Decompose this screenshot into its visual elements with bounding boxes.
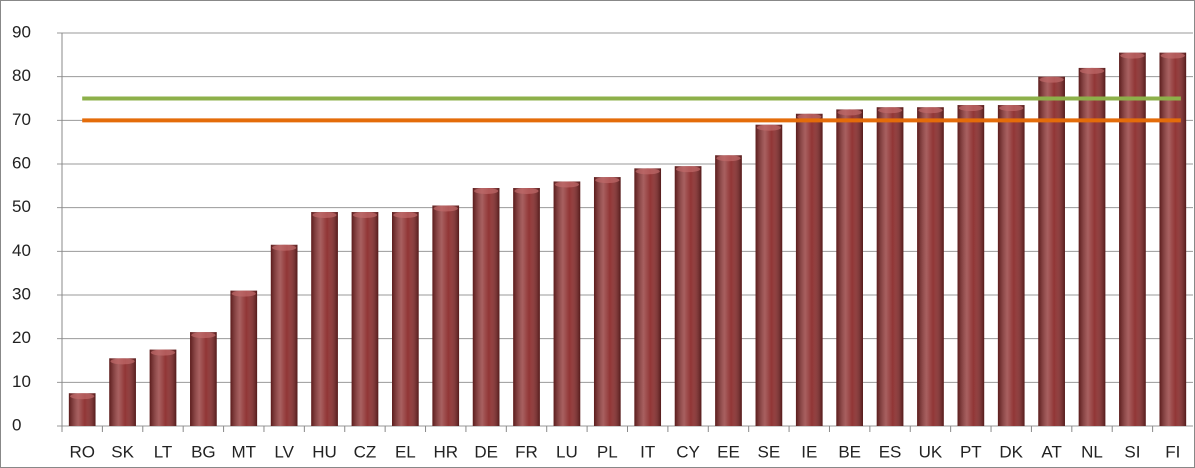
x-tick-label: EE <box>717 442 740 461</box>
bar-cap <box>474 188 499 195</box>
x-tick-label: LT <box>154 442 173 461</box>
bar-cap <box>1079 67 1105 74</box>
bar-shade <box>876 107 904 426</box>
bar-cap <box>877 107 903 114</box>
bar-cap <box>191 332 216 339</box>
bar-shade <box>513 188 540 426</box>
bar-cap <box>110 358 135 365</box>
bar-cap <box>635 168 660 175</box>
y-tick-label: 60 <box>12 153 31 172</box>
y-tick-label: 0 <box>12 415 21 434</box>
bar-cap <box>756 124 781 131</box>
bar-shade <box>270 244 298 426</box>
x-tick-label: ES <box>879 442 902 461</box>
bar-cap <box>837 109 862 116</box>
bar-shade <box>1038 76 1065 427</box>
bar-shade <box>795 113 823 427</box>
x-tick-label: DE <box>474 442 498 461</box>
x-tick-label: SE <box>758 442 781 461</box>
bar-shade <box>634 168 662 426</box>
x-tick-label: SI <box>1124 442 1140 461</box>
bar-shade <box>715 155 742 426</box>
bar-cap <box>797 113 822 120</box>
bar-cap <box>554 181 580 188</box>
bar-cap <box>393 212 418 219</box>
bar-cap <box>958 105 983 112</box>
x-tick-label: BG <box>191 442 216 461</box>
y-tick-label: 50 <box>12 197 31 216</box>
bar-cap <box>918 107 943 114</box>
x-tick-label: FR <box>515 442 538 461</box>
bar-shade <box>674 166 702 426</box>
bar-shade <box>917 107 944 426</box>
bar-cap <box>70 393 95 400</box>
bar-shade <box>957 105 985 427</box>
x-tick-label: BE <box>838 442 861 461</box>
bar-shade <box>351 212 379 426</box>
bar-shade <box>432 205 460 426</box>
bar-shade <box>755 124 783 426</box>
bar-shade <box>190 332 217 426</box>
y-tick-label: 70 <box>12 110 31 129</box>
x-tick-label: LV <box>274 442 294 461</box>
bar-cap <box>272 244 297 251</box>
bar-shade <box>392 212 419 426</box>
x-tick-label: DK <box>999 442 1023 461</box>
bar-shade <box>553 181 581 426</box>
x-tick-label: CZ <box>354 442 377 461</box>
bar-shade <box>836 109 863 427</box>
bar-cap <box>150 349 176 356</box>
x-tick-label: NL <box>1081 442 1103 461</box>
x-tick-label: RO <box>69 442 95 461</box>
x-tick-label: IT <box>640 442 655 461</box>
bar-cap <box>1160 52 1185 59</box>
bar-shade <box>1159 52 1187 427</box>
bar-cap <box>595 177 620 184</box>
bar-shade <box>997 105 1025 427</box>
x-tick-label: HR <box>433 442 458 461</box>
x-tick-label: UK <box>919 442 943 461</box>
bar-cap <box>716 155 741 162</box>
bar-cap <box>433 205 458 212</box>
x-tick-label: MT <box>231 442 256 461</box>
bar-shade <box>1119 52 1146 427</box>
bar-cap <box>352 212 378 219</box>
bar-shade <box>1078 67 1106 426</box>
x-tick-label: PT <box>960 442 982 461</box>
y-tick-label: 40 <box>12 241 31 260</box>
bar-shade <box>149 349 177 426</box>
y-tick-label: 30 <box>12 284 31 303</box>
x-tick-label: CY <box>676 442 700 461</box>
bar-shade <box>230 290 258 426</box>
x-tick-label: LU <box>556 442 578 461</box>
bar-shade <box>593 177 621 426</box>
y-tick-label: 20 <box>12 328 31 347</box>
y-tick-label: 80 <box>12 66 31 85</box>
x-tick-label: SK <box>111 442 134 461</box>
x-tick-label: EL <box>395 442 416 461</box>
bar-cap <box>675 166 701 173</box>
x-tick-label: AT <box>1041 442 1061 461</box>
bar-cap <box>312 212 337 219</box>
bar-cap <box>1120 52 1145 59</box>
y-tick-label: 10 <box>12 372 31 391</box>
x-tick-label: IE <box>801 442 817 461</box>
bar-cap <box>999 105 1024 112</box>
bar-shade <box>472 188 500 426</box>
bar-shade <box>109 358 136 426</box>
bar-shade <box>311 212 338 426</box>
bar-cap <box>514 188 539 195</box>
x-tick-label: PL <box>597 442 618 461</box>
y-tick-label: 90 <box>12 22 31 41</box>
x-tick-label: HU <box>312 442 337 461</box>
bar-cap <box>231 290 256 297</box>
x-tick-label: FI <box>1165 442 1180 461</box>
bar-cap <box>1039 76 1064 83</box>
